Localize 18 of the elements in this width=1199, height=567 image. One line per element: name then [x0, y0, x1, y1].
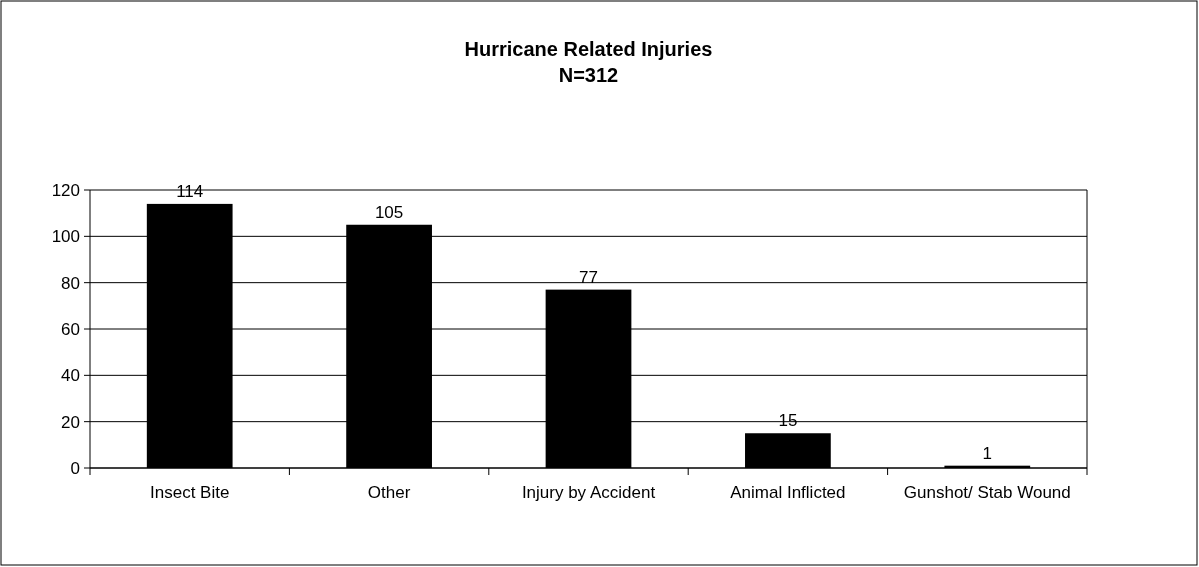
data-label: 114 — [176, 181, 204, 201]
y-tick-label: 0 — [70, 458, 80, 478]
data-label: 1 — [982, 443, 993, 463]
y-tick-label: 40 — [61, 366, 80, 386]
x-tick-label: Insect Bite — [150, 483, 230, 502]
y-tick-label: 20 — [61, 412, 80, 432]
data-label: 77 — [579, 267, 598, 287]
chart-title: Hurricane Related Injuries — [464, 38, 713, 60]
y-tick-label: 60 — [61, 319, 80, 339]
y-tick-label: 80 — [61, 273, 80, 293]
y-tick-label: 100 — [51, 227, 80, 247]
x-tick-label: Other — [367, 483, 411, 502]
x-tick-label: Animal Inflicted — [730, 483, 846, 502]
x-tick-label: Injury by Accident — [521, 483, 656, 502]
x-tick-label: Gunshot/ Stab Wound — [903, 483, 1071, 502]
data-label: 105 — [374, 202, 404, 222]
y-tick-label: 120 — [51, 180, 80, 200]
chart-subtitle: N=312 — [558, 64, 619, 86]
